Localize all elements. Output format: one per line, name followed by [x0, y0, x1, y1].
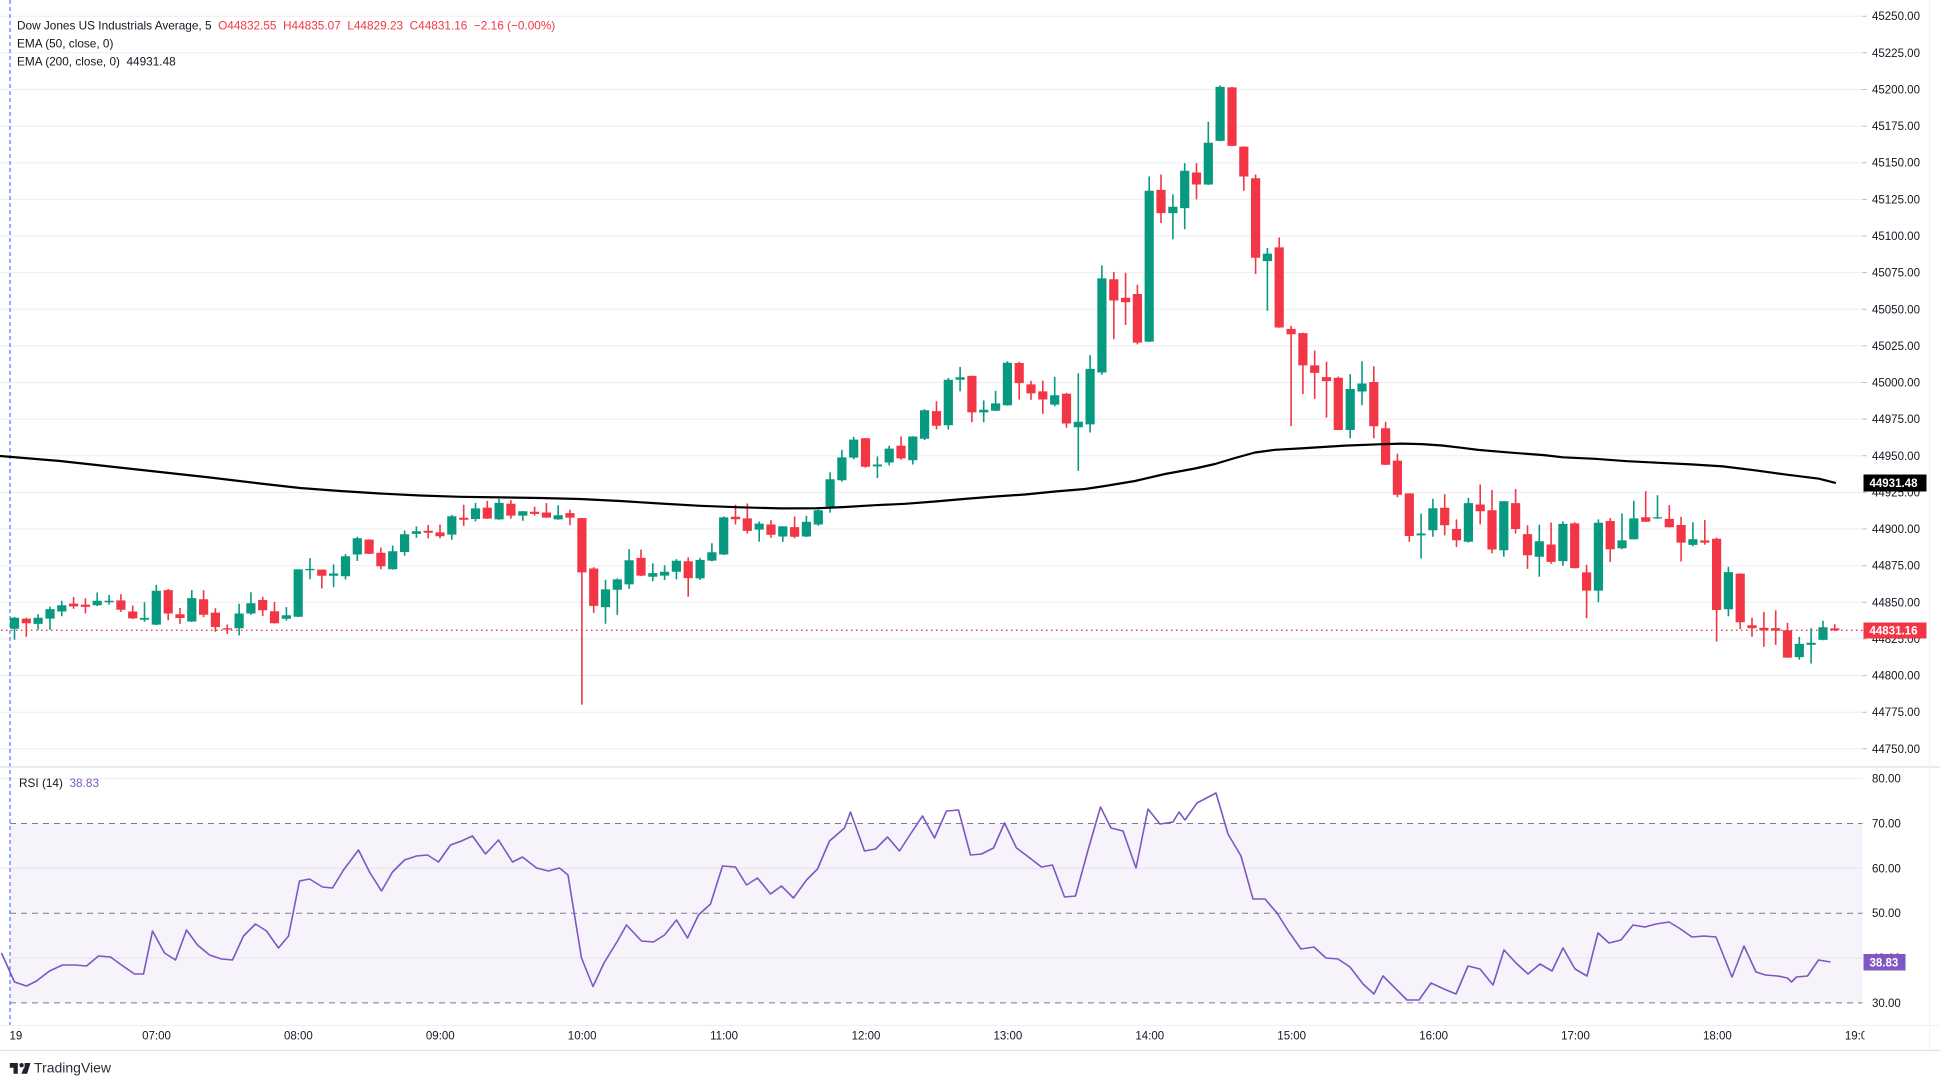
svg-text:EMA (50, close, 0): EMA (50, close, 0) [17, 37, 113, 51]
svg-text:EMA (200, close, 0) 44931.48: EMA (200, close, 0) 44931.48 [17, 55, 176, 69]
svg-text:45000.00: 45000.00 [1872, 378, 1920, 390]
svg-text:16:00: 16:00 [1419, 1031, 1448, 1043]
svg-text:11:00: 11:00 [710, 1031, 738, 1043]
svg-text:44831.16: 44831.16 [1870, 626, 1918, 638]
svg-text:18:00: 18:00 [1703, 1031, 1732, 1043]
svg-text:44800.00: 44800.00 [1872, 671, 1920, 683]
svg-text:44850.00: 44850.00 [1872, 597, 1920, 609]
svg-text:44750.00: 44750.00 [1872, 744, 1920, 756]
svg-text:45025.00: 45025.00 [1872, 341, 1920, 353]
svg-text:45050.00: 45050.00 [1872, 304, 1920, 316]
svg-text:19:00: 19:00 [1845, 1031, 1874, 1043]
svg-text:45100.00: 45100.00 [1872, 231, 1920, 243]
svg-text:50.00: 50.00 [1872, 908, 1901, 920]
svg-text:12:00: 12:00 [852, 1031, 881, 1043]
svg-text:17:00: 17:00 [1561, 1031, 1590, 1043]
svg-text:44950.00: 44950.00 [1872, 451, 1920, 463]
svg-text:70.00: 70.00 [1872, 819, 1901, 831]
svg-text:09:00: 09:00 [426, 1031, 455, 1043]
svg-text:45150.00: 45150.00 [1872, 158, 1920, 170]
svg-text:15:00: 15:00 [1277, 1031, 1306, 1043]
svg-text:19: 19 [10, 1031, 23, 1043]
svg-text:45225.00: 45225.00 [1872, 48, 1920, 60]
svg-text:45175.00: 45175.00 [1872, 121, 1920, 133]
svg-text:TradingView: TradingView [34, 1060, 112, 1076]
svg-text:44900.00: 44900.00 [1872, 524, 1920, 536]
svg-text:38.83: 38.83 [1870, 957, 1899, 969]
svg-text:30.00: 30.00 [1872, 998, 1901, 1010]
svg-text:14:00: 14:00 [1135, 1031, 1164, 1043]
svg-text:44875.00: 44875.00 [1872, 561, 1920, 573]
svg-text:RSI (14) 38.83: RSI (14) 38.83 [19, 776, 99, 790]
svg-text:44975.00: 44975.00 [1872, 414, 1920, 426]
svg-text:60.00: 60.00 [1872, 863, 1901, 875]
svg-text:45200.00: 45200.00 [1872, 85, 1920, 97]
svg-text:45250.00: 45250.00 [1872, 11, 1920, 23]
svg-text:45075.00: 45075.00 [1872, 268, 1920, 280]
svg-text:07:00: 07:00 [142, 1031, 171, 1043]
svg-text:08:00: 08:00 [284, 1031, 313, 1043]
svg-text:13:00: 13:00 [994, 1031, 1023, 1043]
svg-text:45125.00: 45125.00 [1872, 194, 1920, 206]
svg-text:44931.48: 44931.48 [1870, 478, 1919, 490]
svg-text:80.00: 80.00 [1872, 774, 1901, 786]
svg-text:Dow Jones US Industrials Avera: Dow Jones US Industrials Average, 5 O448… [17, 19, 555, 33]
svg-text:44775.00: 44775.00 [1872, 707, 1920, 719]
svg-text:10:00: 10:00 [568, 1031, 597, 1043]
